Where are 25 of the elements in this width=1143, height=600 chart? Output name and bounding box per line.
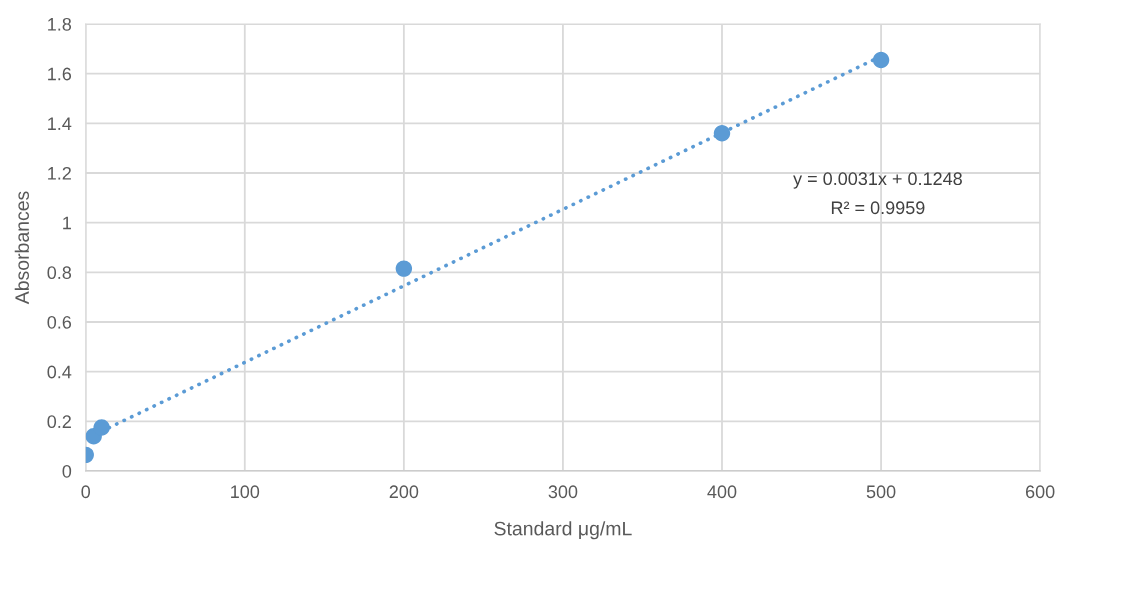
y-tick-label: 1.2 (48, 166, 71, 180)
point (93, 419, 110, 436)
x-tick-label: 400 (707, 485, 737, 499)
point (395, 260, 413, 277)
x-tick-label: 200 (389, 485, 419, 499)
y-tick-label: 1.6 (48, 67, 72, 81)
x-axis-title: Standard μg/mL (494, 521, 632, 540)
y-tick-label: 1.4 (48, 117, 72, 130)
x-tick-label: 0 (81, 485, 91, 499)
x-tick-label: 500 (866, 485, 896, 499)
point (713, 125, 731, 142)
annotation: R² = 0.9959 (831, 201, 925, 215)
x-tick-label: 600 (1025, 485, 1055, 499)
y-tick-label: 0.6 (47, 315, 72, 329)
y-tick-label: 1 (63, 216, 71, 230)
x-tick-label: 300 (548, 485, 578, 499)
y-tick-label: 0.2 (47, 415, 71, 429)
y-tick-label: 0.8 (47, 266, 72, 280)
y-axis-title: Absorbances (14, 191, 30, 305)
y-tick-label: 1.8 (48, 17, 72, 31)
x-tick-label: 100 (231, 485, 260, 499)
y-tick-label: 0 (62, 464, 72, 478)
y-tick-label: 0.4 (47, 365, 72, 379)
point (872, 51, 890, 69)
annotation: y = 0.0031x + 0.1248 (793, 172, 962, 189)
